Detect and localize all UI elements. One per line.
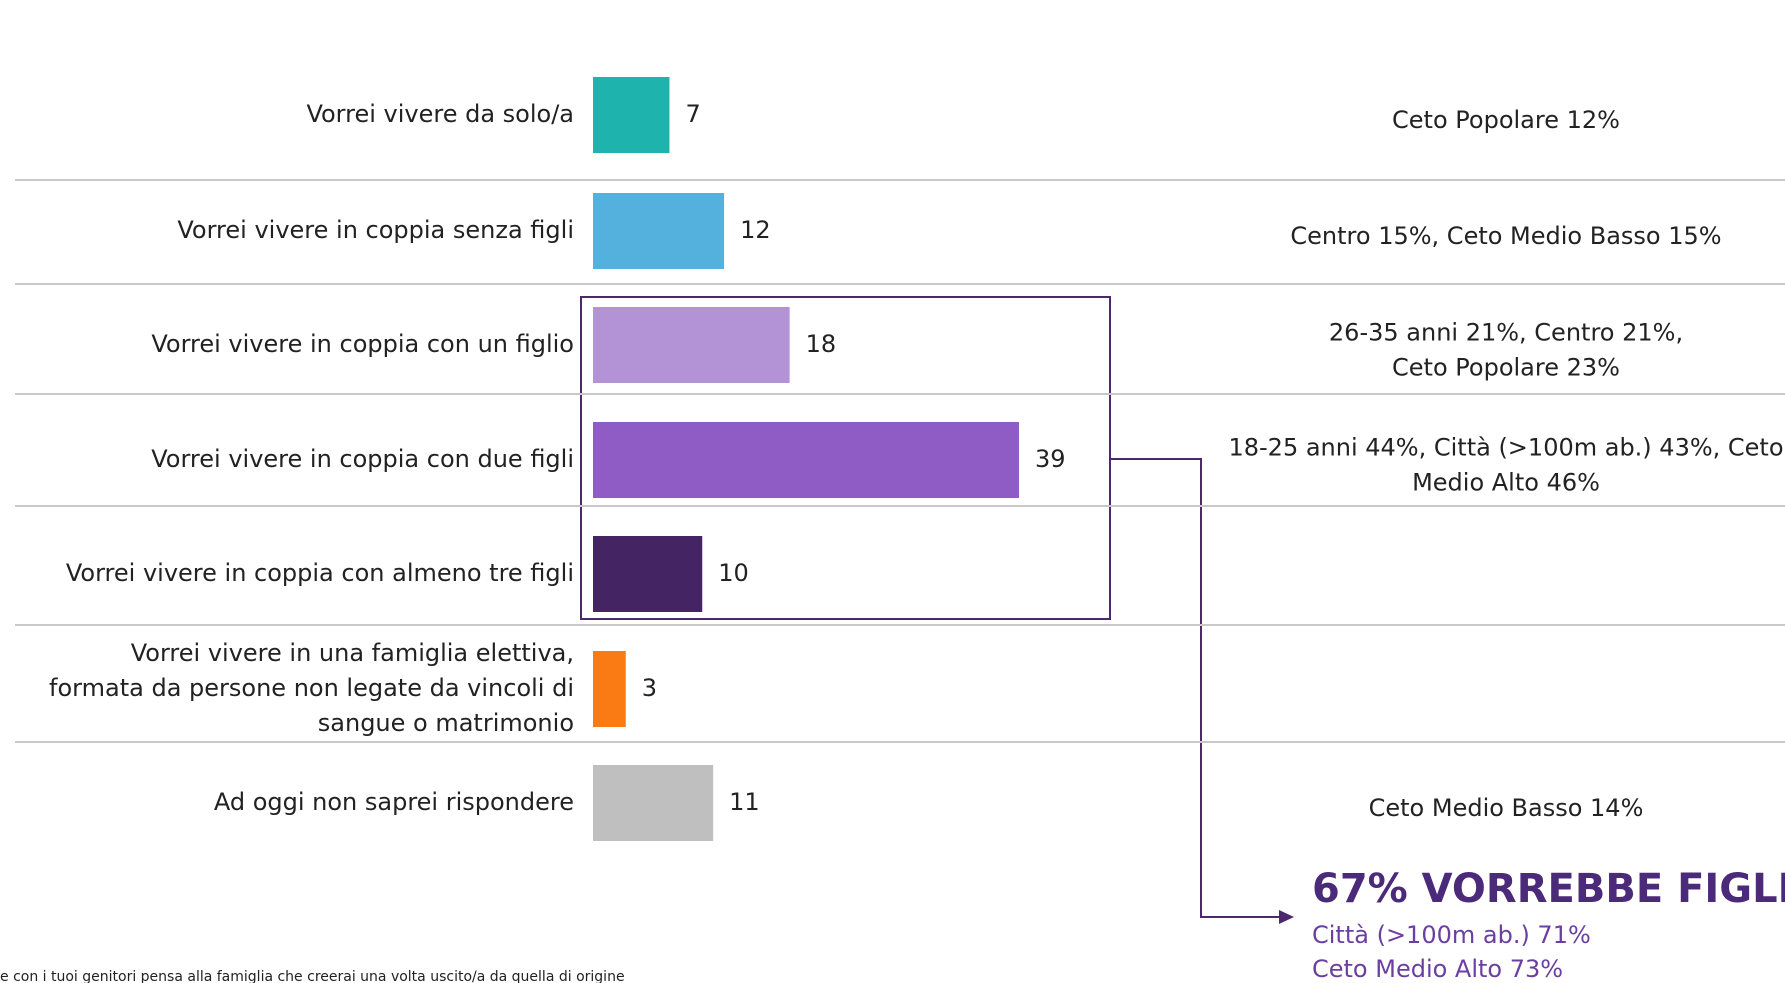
- bar: [593, 307, 790, 383]
- annotation: Ceto Medio Basso 14%: [1369, 794, 1644, 822]
- value-label: 3: [642, 674, 657, 702]
- category-label: Vorrei vivere in coppia con un figlio: [151, 330, 574, 358]
- value-label: 10: [718, 559, 749, 587]
- bar: [593, 77, 670, 153]
- category-label: Vorrei vivere in coppia senza figli: [177, 216, 574, 244]
- footnote: e con i tuoi genitori pensa alla famigli…: [0, 969, 625, 983]
- annotation: Centro 15%, Ceto Medio Basso 15%: [1290, 222, 1721, 250]
- value-label: 18: [806, 330, 837, 358]
- annotation: Ceto Popolare 23%: [1392, 354, 1620, 382]
- category-label: Vorrei vivere in una famiglia elettiva,: [131, 639, 574, 667]
- value-label: 39: [1035, 445, 1066, 473]
- category-label: sangue o matrimonio: [318, 709, 574, 737]
- value-label: 11: [729, 788, 760, 816]
- annotation: Ceto Popolare 12%: [1392, 106, 1620, 134]
- category-label: formata da persone non legate da vincoli…: [49, 674, 574, 702]
- bar: [593, 651, 626, 727]
- arrow-head: [1279, 910, 1294, 924]
- bar: [593, 193, 725, 269]
- category-label: Vorrei vivere da solo/a: [306, 100, 574, 128]
- value-label: 12: [740, 216, 771, 244]
- callout-line: Ceto Medio Alto 73%: [1312, 955, 1563, 983]
- value-label: 7: [685, 100, 700, 128]
- callout-line: Città (>100m ab.) 71%: [1312, 921, 1591, 949]
- bar: [593, 422, 1019, 498]
- category-label: Ad oggi non saprei rispondere: [214, 788, 574, 816]
- category-label: Vorrei vivere in coppia con almeno tre f…: [66, 559, 574, 587]
- connector: [1110, 458, 1280, 918]
- annotation: 18-25 anni 44%, Città (>100m ab.) 43%, C…: [1228, 434, 1783, 462]
- bar: [593, 765, 714, 841]
- annotation: Medio Alto 46%: [1412, 469, 1600, 497]
- callout-title: 67% VORREBBE FIGLI: [1312, 866, 1785, 912]
- bar: [593, 536, 703, 612]
- category-label: Vorrei vivere in coppia con due figli: [151, 445, 574, 473]
- annotation: 26-35 anni 21%, Centro 21%,: [1329, 319, 1683, 347]
